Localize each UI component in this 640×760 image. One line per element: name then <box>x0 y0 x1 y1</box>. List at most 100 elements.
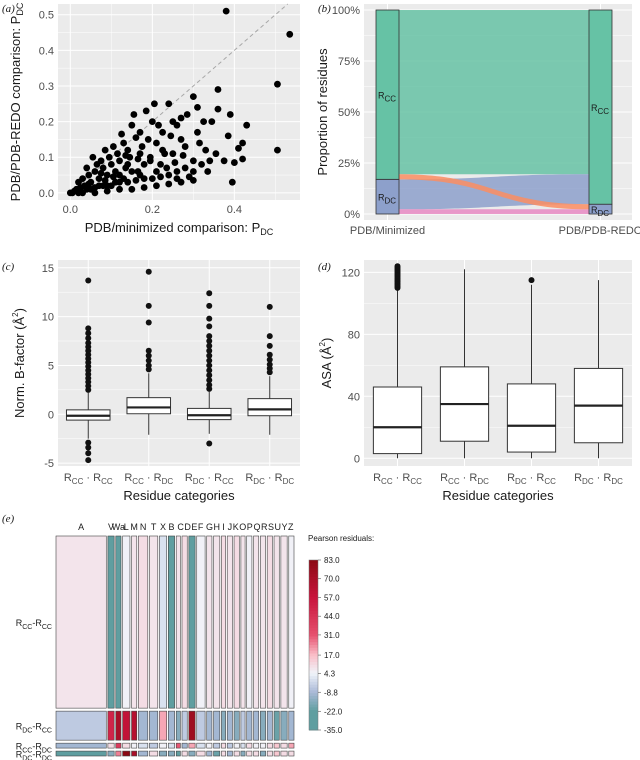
panel-b-alluvial: (b) RCC RDC RCC RDC 0% 25% 50% 75% 100% PDB/Min… <box>315 3 640 237</box>
scatter-point <box>165 180 173 188</box>
x-tick-label-part: · R <box>594 472 612 484</box>
x-tick-label: RDC · RDC <box>245 472 294 486</box>
x-tick-label-part: · R <box>204 472 222 484</box>
column-label: T <box>151 522 157 532</box>
y-tick-label: 50% <box>338 107 360 119</box>
panel-label-d: (d) <box>318 261 331 273</box>
legend-swatch <box>309 656 318 660</box>
scatter-point <box>155 121 162 129</box>
mosaic-tile <box>266 750 273 757</box>
scatter-point <box>116 185 123 193</box>
legend-colorbar <box>308 559 319 731</box>
mosaic-tile <box>206 535 213 709</box>
x-tick-label-part: R <box>124 472 132 484</box>
scatter-point <box>89 153 97 161</box>
column-label: V <box>108 522 114 532</box>
mosaic-tile <box>149 742 159 749</box>
outlier-point <box>85 439 92 446</box>
x-tick-label: RCC · RCC <box>373 472 422 486</box>
mosaic-tile <box>213 535 221 709</box>
panel-d-y-ticks: 0 40 80 120 <box>342 267 360 465</box>
scatter-point <box>124 160 132 168</box>
mosaic-tile <box>288 750 295 757</box>
mosaic-tile <box>188 750 196 757</box>
scatter-point <box>79 189 87 197</box>
legend-swatch <box>309 693 318 697</box>
legend-swatch <box>309 602 318 606</box>
scatter-point <box>120 139 128 147</box>
outlier-point <box>206 302 213 309</box>
panel-c-boxes <box>65 268 293 464</box>
mosaic-tile <box>138 535 149 709</box>
scatter-point <box>105 153 113 161</box>
mosaic-tile <box>175 535 181 709</box>
scatter-point <box>83 164 91 172</box>
row-label-part: R <box>16 750 23 760</box>
scatter-point <box>183 111 191 118</box>
left-stratum-label-sub: CC <box>385 95 397 104</box>
scatter-point <box>157 173 164 181</box>
scatter-point <box>189 157 197 165</box>
y-tick-label: 0.3 <box>39 81 54 93</box>
outlier-point <box>85 325 92 332</box>
box <box>247 398 293 417</box>
mosaic-tile <box>266 710 273 741</box>
mosaic-tile <box>288 710 295 741</box>
legend-swatch <box>309 684 318 688</box>
scatter-point <box>85 180 93 188</box>
scatter-point <box>189 177 197 184</box>
panel-b-flows <box>399 10 589 214</box>
outlier-point <box>206 377 213 384</box>
scatter-point <box>142 107 150 115</box>
legend-swatch <box>309 585 318 589</box>
outlier-point <box>206 338 213 345</box>
legend-swatch <box>309 574 318 578</box>
scatter-point <box>136 150 144 158</box>
x-tick-label: RDC · RCC <box>507 472 556 486</box>
scatter-point <box>66 189 74 197</box>
scatter-point <box>153 168 160 175</box>
legend-swatch <box>309 642 318 646</box>
scatter-point <box>109 173 117 181</box>
outlier-point <box>145 357 152 364</box>
legend-swatch <box>309 707 318 711</box>
mosaic-tile <box>206 742 213 749</box>
legend-swatch <box>309 687 318 691</box>
panel-a-scatter: (a) 0.0 0.1 0.2 0.3 0.4 0.5 0.0 0.2 0.4 PDB/min… <box>2 2 300 237</box>
legend-swatch <box>309 571 318 575</box>
legend-tick-label: -35.0 <box>324 726 343 735</box>
x-tick-label-part: R <box>440 472 448 484</box>
scatter-point <box>159 128 166 136</box>
scatter-point <box>136 171 144 179</box>
scatter-point <box>136 128 144 136</box>
outlier-point <box>206 342 213 349</box>
scatter-point <box>204 168 212 175</box>
legend-swatch <box>309 679 318 683</box>
mosaic-tile <box>288 742 295 749</box>
mosaic-tile <box>181 710 188 741</box>
scatter-point <box>116 171 123 179</box>
legend-swatch <box>309 710 318 714</box>
legend-tick-label: 17.0 <box>324 651 340 660</box>
x-tick-label: PDB/Minimized <box>350 225 425 237</box>
x-tick-label-part: R <box>373 472 381 484</box>
legend-swatch <box>309 698 318 703</box>
panel-c-y-axis-label: Norm. B-factor (Å2) <box>11 308 27 418</box>
y-tick-label: 0.4 <box>39 45 54 57</box>
legend-swatch <box>309 664 318 669</box>
mosaic-tile <box>188 742 196 749</box>
x-tick-label-part: · R <box>144 472 162 484</box>
mosaic-tile <box>253 742 260 749</box>
panel-c-x-axis-label: Residue categories <box>123 488 235 503</box>
y-tick-label: -5 <box>44 458 54 470</box>
legend-swatch <box>309 647 318 652</box>
x-tick-label-part: · R <box>83 472 101 484</box>
legend-swatch <box>309 676 318 680</box>
column-label: B <box>168 522 174 532</box>
scatter-point <box>222 7 230 15</box>
scatter-point <box>198 160 205 168</box>
y-tick-label: 0.2 <box>39 117 54 129</box>
flow-ribbon <box>399 209 589 214</box>
scatter-point <box>274 80 281 88</box>
column-label: J <box>228 522 233 532</box>
